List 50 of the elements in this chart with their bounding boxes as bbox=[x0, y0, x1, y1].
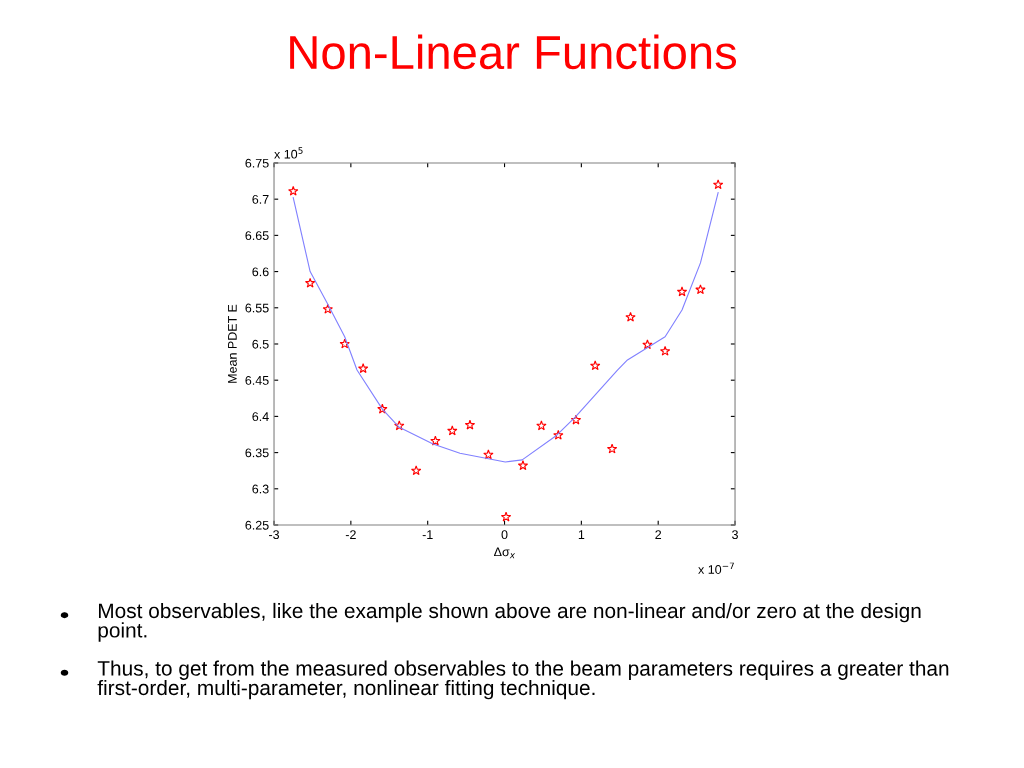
text: Most observables, like the example shown above are non-linear and/or zero at the design point. bbox=[98, 602, 921, 642]
x-tick-label: 1 bbox=[578, 530, 585, 539]
point bbox=[712, 179, 724, 190]
point bbox=[642, 339, 653, 350]
point bbox=[695, 284, 706, 295]
point bbox=[304, 277, 316, 288]
x-tick-label: -3 bbox=[269, 530, 280, 540]
x-tick-label: -1 bbox=[422, 530, 433, 539]
point bbox=[322, 303, 333, 314]
text: Thus, to get from the measured observables to the beam parameters requires a greater than first-order, multi-parameter, nonlinear fitting technique. bbox=[97, 660, 949, 700]
point bbox=[625, 311, 636, 322]
point bbox=[464, 419, 476, 430]
x-tick-label: 0 bbox=[501, 530, 508, 540]
y-tick-label: 6.65 bbox=[245, 231, 269, 241]
chart-title: Non-Linear Functions bbox=[290, 34, 737, 70]
y-tick-label: 6.3 bbox=[252, 484, 269, 494]
y-tick-label: 6.25 bbox=[245, 520, 269, 530]
point bbox=[517, 460, 529, 471]
y-tick-label: 6.5 bbox=[252, 339, 269, 349]
y-tick-label: 6.7 bbox=[252, 194, 269, 204]
x-axis-title: Δσ$_{x}$ bbox=[494, 547, 516, 559]
y-tick-label: 6.55 bbox=[245, 303, 269, 313]
point bbox=[606, 443, 618, 454]
point bbox=[536, 420, 547, 431]
y-tick-label: 6.6 bbox=[252, 267, 269, 277]
point bbox=[357, 363, 369, 374]
x-tick-label: 2 bbox=[655, 530, 662, 539]
text: x 10$^{−7}$ bbox=[698, 562, 734, 574]
point bbox=[553, 429, 564, 440]
point bbox=[590, 360, 601, 371]
x-tick-label: -2 bbox=[345, 530, 356, 539]
y-tick-label: 6.75 bbox=[245, 158, 269, 168]
y-tick-label: 6.4 bbox=[252, 412, 269, 422]
point bbox=[676, 286, 688, 297]
point bbox=[447, 425, 458, 436]
y-tick-label: 6.35 bbox=[245, 448, 269, 458]
point bbox=[377, 403, 388, 414]
text: x 10$^{5}$ bbox=[274, 147, 303, 159]
point bbox=[430, 435, 441, 446]
point bbox=[483, 449, 494, 460]
y-tick-label: 6.45 bbox=[245, 375, 269, 385]
y-axis-title: Mean PDET E bbox=[228, 304, 237, 383]
point bbox=[394, 420, 405, 431]
x-tick-label: 3 bbox=[732, 530, 738, 540]
point bbox=[570, 414, 582, 425]
point bbox=[500, 511, 512, 522]
point bbox=[288, 185, 299, 196]
point bbox=[410, 465, 422, 476]
point bbox=[659, 345, 671, 356]
point bbox=[339, 338, 350, 349]
